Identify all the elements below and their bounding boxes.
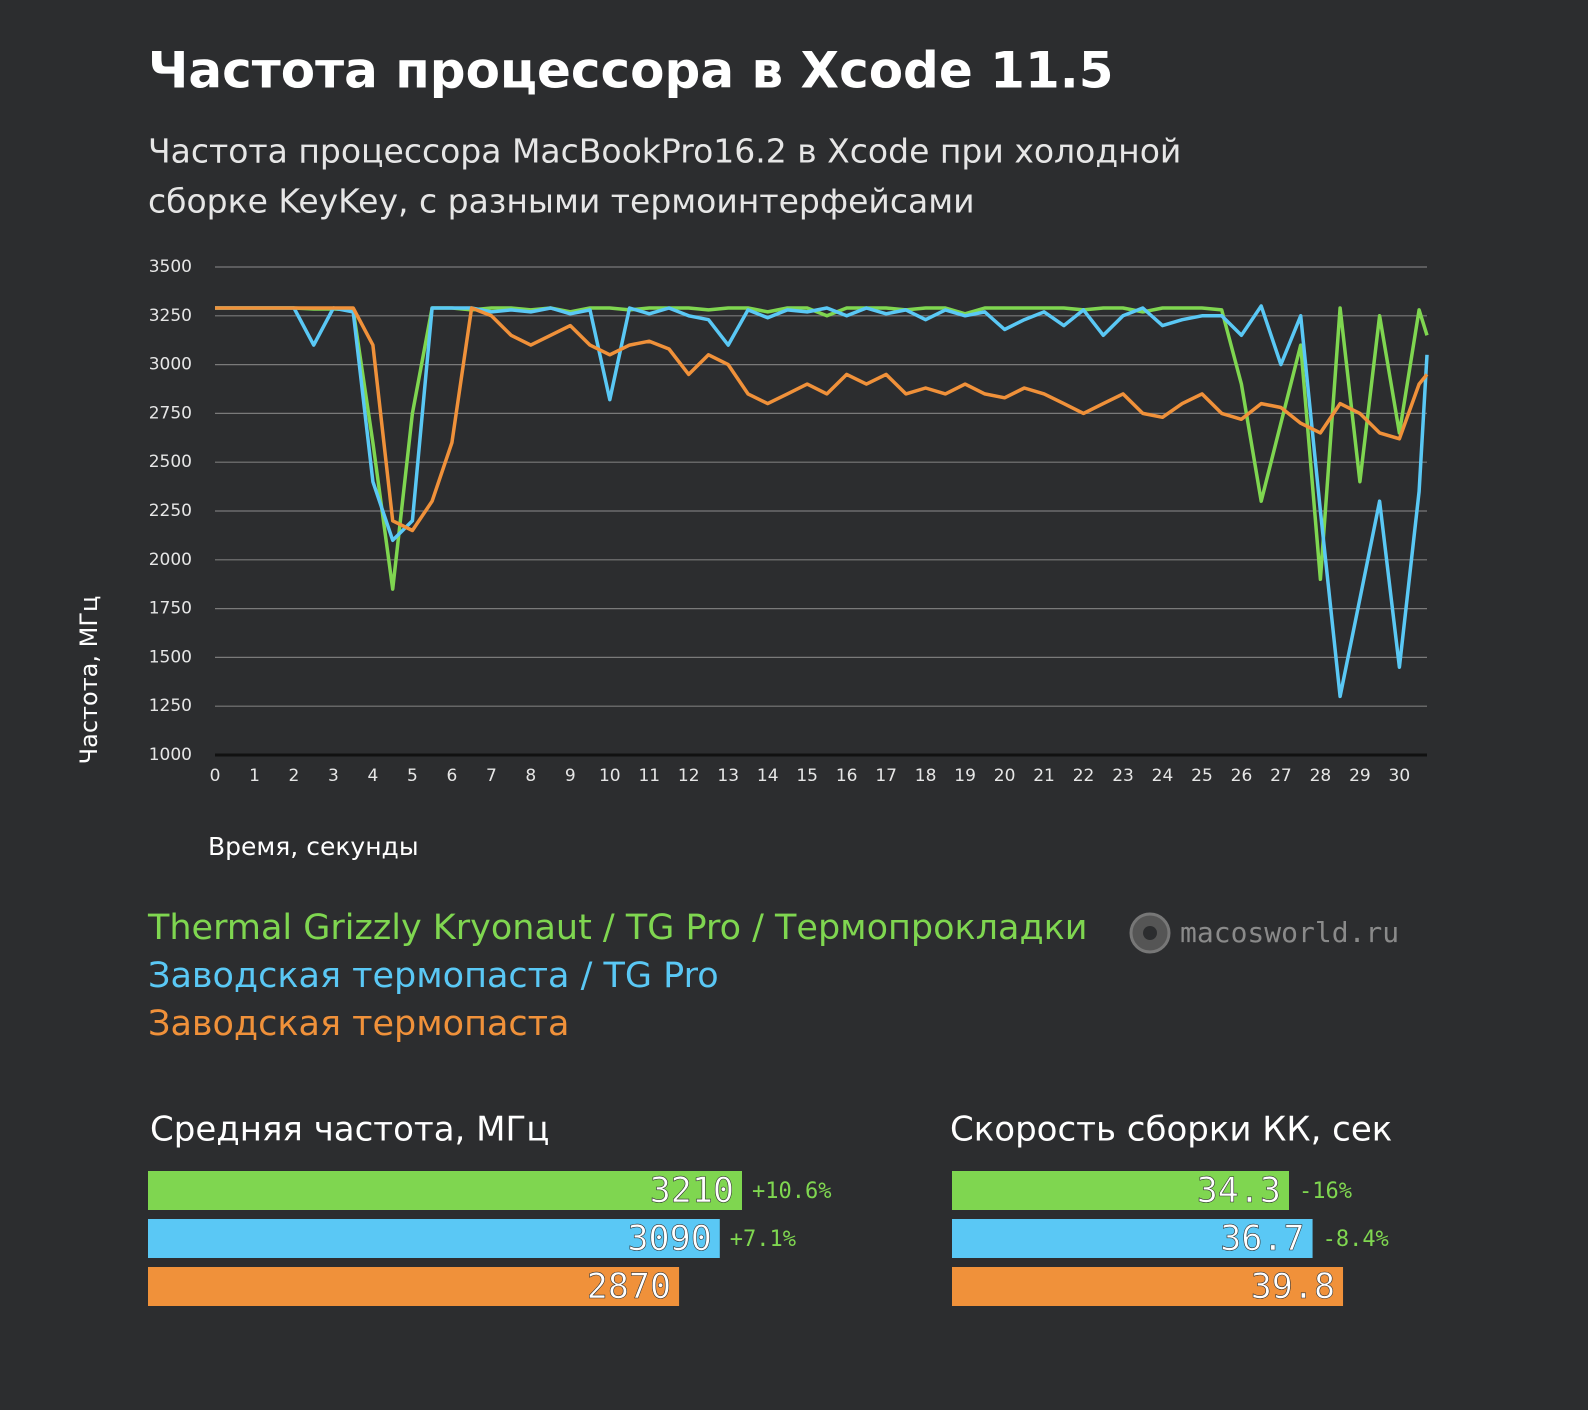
bar-value-label: 34.3	[1197, 1171, 1281, 1211]
x-tick-label: 17	[875, 766, 897, 786]
x-tick-label: 3	[328, 766, 339, 786]
bar-value-label: 3090	[627, 1219, 711, 1259]
y-tick-label: 2500	[149, 452, 192, 472]
y-tick-label: 1750	[149, 599, 192, 619]
series-line	[215, 306, 1429, 533]
bar	[952, 1267, 1344, 1306]
x-tick-label: 0	[210, 766, 221, 786]
x-tick-label: 6	[446, 766, 457, 786]
bar-value-label: 36.7	[1220, 1219, 1304, 1259]
x-tick-label: 11	[638, 766, 660, 786]
bar-chart-title: Средняя частота, МГц	[150, 1110, 549, 1150]
y-tick-label: 3000	[149, 355, 192, 375]
bar-value-label: 3210	[650, 1171, 734, 1211]
legend-entry: Заводская термопаста / TG Pro	[148, 956, 719, 996]
bar	[952, 1219, 1313, 1258]
y-tick-label: 2250	[149, 501, 192, 521]
x-tick-label: 7	[486, 766, 497, 786]
x-tick-label: 18	[915, 766, 937, 786]
x-tick-label: 2	[289, 766, 300, 786]
y-tick-label: 2750	[149, 403, 192, 423]
x-tick-label: 21	[1033, 766, 1055, 786]
x-tick-label: 5	[407, 766, 418, 786]
watermark-logo	[1129, 912, 1171, 954]
y-tick-label: 3250	[149, 306, 192, 326]
y-tick-label: 1500	[149, 647, 192, 667]
subtitle: Частота процессора MacBookPro16.2 в Xcod…	[148, 132, 1181, 171]
x-tick-label: 29	[1349, 766, 1371, 786]
y-axis-label: Частота, МГц	[75, 596, 103, 765]
x-tick-label: 14	[757, 766, 779, 786]
bar-chart-title: Скорость сборки КК, сек	[950, 1110, 1392, 1150]
x-tick-label: 30	[1389, 766, 1411, 786]
x-tick-label: 25	[1191, 766, 1213, 786]
x-tick-label: 4	[368, 766, 379, 786]
bar-value-label: 39.8	[1251, 1267, 1335, 1307]
chart-title: Частота процессора в Xcode 11.5	[148, 42, 1114, 100]
y-tick-label: 3500	[149, 257, 192, 277]
watermark: macosworld.ru	[1180, 916, 1399, 949]
change-label: -8.4%	[1323, 1227, 1389, 1252]
series-line	[215, 306, 1429, 591]
x-tick-label: 23	[1112, 766, 1134, 786]
x-axis-label: Время, секунды	[208, 832, 419, 861]
legend-entry: Thermal Grizzly Kryonaut / TG Pro / Терм…	[147, 908, 1088, 948]
x-tick-label: 9	[565, 766, 576, 786]
x-tick-label: 13	[717, 766, 739, 786]
x-tick-label: 19	[954, 766, 976, 786]
x-tick-label: 10	[599, 766, 621, 786]
change-label: +7.1%	[730, 1227, 796, 1252]
x-tick-label: 12	[678, 766, 700, 786]
change-label: +10.6%	[752, 1179, 831, 1204]
x-tick-label: 8	[525, 766, 536, 786]
bar	[148, 1267, 680, 1306]
x-tick-label: 16	[836, 766, 858, 786]
bar	[148, 1219, 720, 1258]
x-tick-label: 26	[1231, 766, 1253, 786]
change-label: -16%	[1299, 1179, 1352, 1204]
x-tick-label: 27	[1270, 766, 1292, 786]
series-line	[215, 304, 1429, 699]
x-tick-label: 24	[1152, 766, 1174, 786]
x-tick-label: 1	[249, 766, 260, 786]
bar-value-label: 2870	[587, 1267, 671, 1307]
y-tick-label: 1250	[149, 696, 192, 716]
subtitle: сборке KeyKey, с разными термоинтерфейса…	[148, 182, 975, 221]
legend-entry: Заводская термопаста	[148, 1004, 570, 1044]
x-tick-label: 15	[796, 766, 818, 786]
bar	[148, 1171, 742, 1210]
x-tick-label: 22	[1073, 766, 1095, 786]
y-tick-label: 1000	[149, 745, 192, 765]
x-tick-label: 28	[1310, 766, 1332, 786]
bar	[952, 1171, 1289, 1210]
x-tick-label: 20	[994, 766, 1016, 786]
y-tick-label: 2000	[149, 550, 192, 570]
